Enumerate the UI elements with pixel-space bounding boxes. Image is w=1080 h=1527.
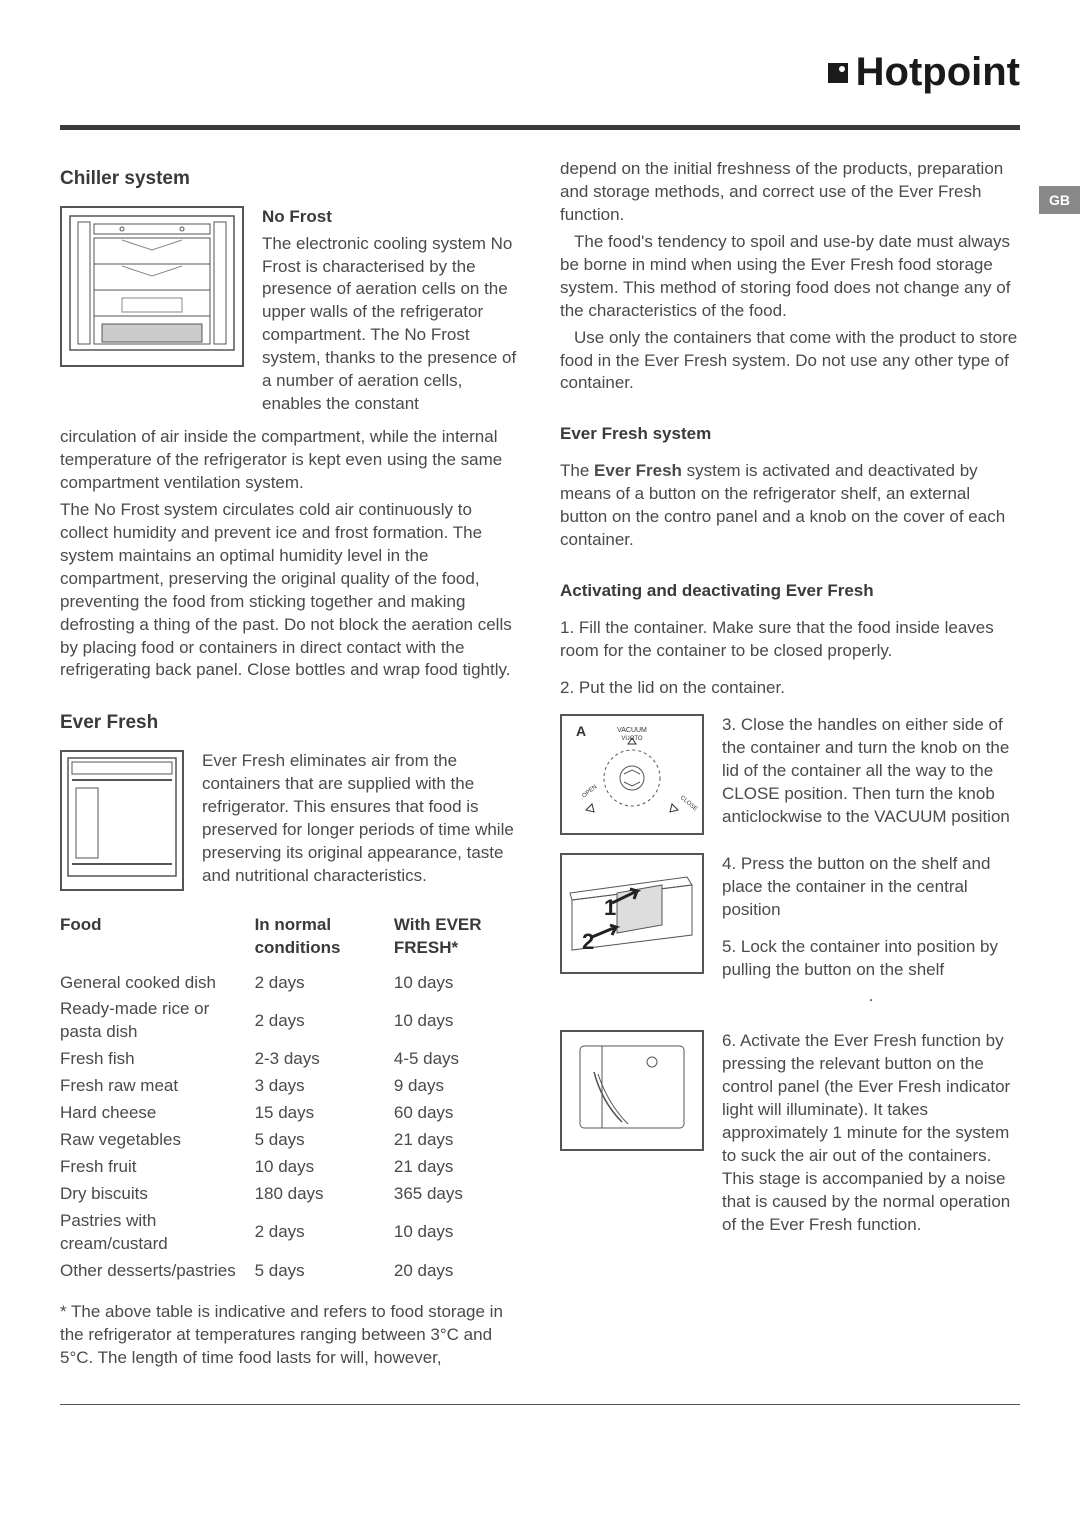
- table-row: Ready-made rice or pasta dish2 days10 da…: [60, 996, 520, 1046]
- step-1: 1. Fill the container. Make sure that th…: [560, 617, 1020, 663]
- th-food: Food: [60, 910, 255, 970]
- svg-text:CLOSE: CLOSE: [679, 795, 698, 813]
- right-p2: The food's tendency to spoil and use-by …: [560, 231, 1020, 323]
- th-everfresh: With EVER FRESH*: [394, 910, 520, 970]
- step-2: 2. Put the lid on the container.: [560, 677, 1020, 700]
- fridge-diagram: [60, 206, 244, 367]
- everfresh-heading: Ever Fresh: [60, 710, 520, 736]
- everfresh-diagram: [60, 750, 184, 891]
- table-row: Dry biscuits180 days365 days: [60, 1181, 520, 1208]
- th-normal: In normal conditions: [255, 910, 394, 970]
- nofrost-p3: The No Frost system circulates cold air …: [60, 499, 520, 683]
- brand-logo: Hotpoint: [60, 50, 1020, 95]
- table-row: Hard cheese15 days60 days: [60, 1100, 520, 1127]
- table-row: Fresh raw meat3 days9 days: [60, 1073, 520, 1100]
- table-row: Fresh fish2-3 days4-5 days: [60, 1046, 520, 1073]
- svg-text:1: 1: [604, 895, 616, 920]
- nofrost-p2: circulation of air inside the compartmen…: [60, 426, 520, 495]
- table-row: Other desserts/pastries5 days20 days: [60, 1258, 520, 1285]
- right-p3: Use only the containers that come with t…: [560, 327, 1020, 396]
- table-row: Pastries with cream/custard2 days10 days: [60, 1208, 520, 1258]
- nofrost-heading: No Frost: [262, 206, 520, 229]
- step-6: 6. Activate the Ever Fresh function by p…: [722, 1030, 1020, 1236]
- step6-diagram: [560, 1030, 704, 1151]
- step-3: 3. Close the handles on either side of t…: [722, 714, 1020, 829]
- brand-text: Hotpoint: [856, 50, 1020, 95]
- header-rule: [60, 125, 1020, 130]
- everfresh-intro: Ever Fresh eliminates air from the conta…: [202, 750, 520, 888]
- food-table: Food In normal conditions With EVER FRES…: [60, 910, 520, 1285]
- region-tab: GB: [1039, 186, 1080, 214]
- table-footnote: * The above table is indicative and refe…: [60, 1301, 520, 1370]
- svg-text:VACUUM: VACUUM: [617, 727, 647, 734]
- step-4: 4. Press the button on the shelf and pla…: [722, 853, 1020, 922]
- activating-heading: Activating and deactivating Ever Fresh: [560, 580, 1020, 603]
- svg-text:OPEN: OPEN: [581, 784, 598, 800]
- chiller-heading: Chiller system: [60, 166, 520, 192]
- left-column: Chiller system: [60, 158, 520, 1374]
- table-row: Fresh fruit10 days21 days: [60, 1154, 520, 1181]
- nofrost-p1: The electronic cooling system No Frost i…: [262, 233, 520, 417]
- footer-rule: [60, 1404, 1020, 1406]
- svg-text:2: 2: [582, 929, 594, 954]
- table-row: General cooked dish2 days10 days: [60, 970, 520, 997]
- brand-icon: [828, 63, 848, 83]
- right-column: depend on the initial freshness of the p…: [560, 158, 1020, 1374]
- diagram-a-label: A: [576, 723, 586, 739]
- efs-heading: Ever Fresh system: [560, 423, 1020, 446]
- right-p1: depend on the initial freshness of the p…: [560, 158, 1020, 227]
- efs-para: The Ever Fresh system is activated and d…: [560, 460, 1020, 552]
- table-row: Raw vegetables5 days21 days: [60, 1127, 520, 1154]
- step4-diagram: 1 2: [560, 853, 704, 974]
- step3-diagram: A VACUUM VUOTO OPEN CLOSE: [560, 714, 704, 835]
- step-5: 5. Lock the container into position by p…: [722, 936, 1020, 982]
